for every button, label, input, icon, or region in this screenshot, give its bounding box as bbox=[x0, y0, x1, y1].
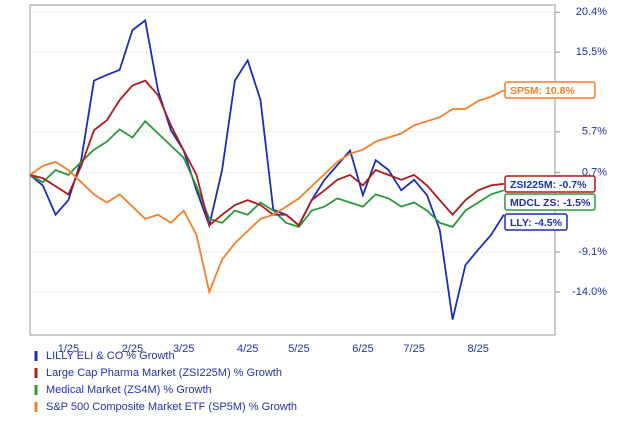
x-tick-label: 7/25 bbox=[403, 343, 424, 355]
end-label: MDCL ZS: -1.5% bbox=[510, 197, 591, 209]
x-tick-label: 1/25 bbox=[58, 343, 79, 355]
x-tick-label: 8/25 bbox=[467, 343, 488, 355]
y-tick-label: 15.5% bbox=[576, 46, 607, 58]
legend-label: Medical Market (ZS4M) % Growth bbox=[46, 384, 212, 396]
end-label-box bbox=[504, 213, 568, 231]
legend-label: Large Cap Pharma Market (ZSI225M) % Grow… bbox=[46, 367, 282, 379]
series-line bbox=[29, 18, 505, 320]
legend-label: S&P 500 Composite Market ETF (SP5M) % Gr… bbox=[46, 401, 297, 413]
end-label: ZSI225M: -0.7% bbox=[510, 179, 587, 191]
legend-label: LILLY ELI & CO % Growth bbox=[46, 350, 175, 362]
x-tick-label: 6/25 bbox=[352, 343, 373, 355]
x-tick-label: 4/25 bbox=[237, 343, 258, 355]
series-line bbox=[29, 89, 505, 295]
x-tick-label: 3/25 bbox=[173, 343, 194, 355]
end-label-box bbox=[504, 81, 596, 99]
plot-area bbox=[29, 4, 556, 336]
end-label-box bbox=[504, 175, 596, 193]
y-tick-label: 20.4% bbox=[576, 6, 607, 18]
y-tick-label: 5.7% bbox=[582, 126, 607, 138]
series-line bbox=[29, 119, 505, 228]
end-label: LLY: -4.5% bbox=[510, 217, 563, 229]
x-tick-label: 2/25 bbox=[122, 343, 143, 355]
series-line bbox=[29, 79, 504, 227]
y-tick-label: -14.0% bbox=[572, 286, 607, 298]
end-label-box bbox=[504, 193, 596, 211]
y-tick-label: -9.1% bbox=[578, 246, 607, 258]
end-label: SP5M: 10.8% bbox=[510, 85, 575, 97]
x-tick-label: 5/25 bbox=[288, 343, 309, 355]
